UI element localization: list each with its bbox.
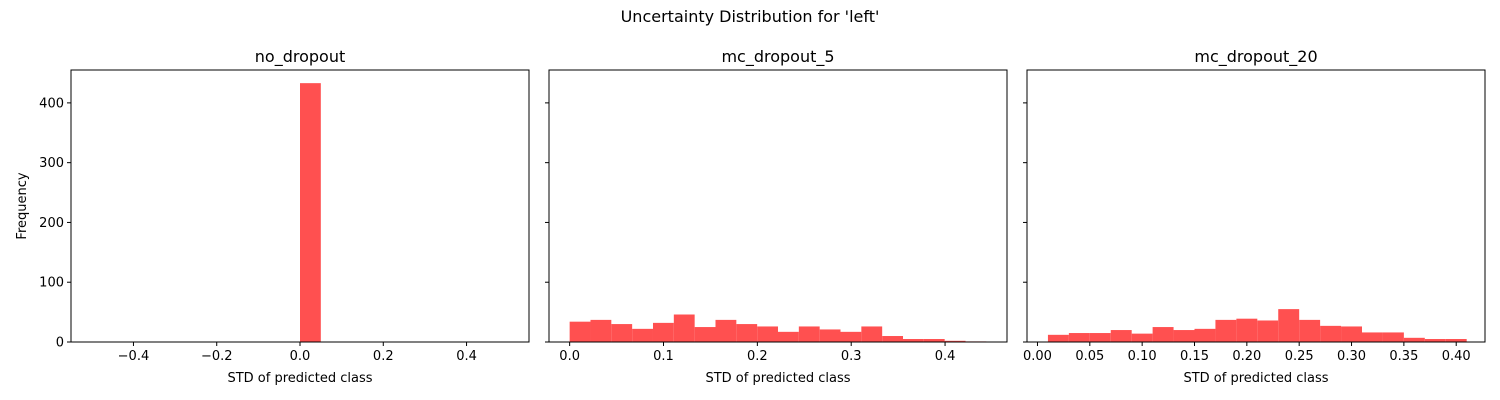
- x-tick-label: 0.0: [559, 349, 580, 364]
- histogram-bar: [903, 339, 924, 342]
- x-tick-label: 0.4: [456, 349, 477, 364]
- histogram-bar: [1424, 339, 1446, 342]
- x-tick-label: 0.35: [1389, 349, 1418, 364]
- subplots: no_dropout−0.4 −0.2 0.0 0.2 0.40100200300400…: [15, 47, 1486, 386]
- histogram-bar: [1236, 318, 1258, 342]
- x-tick-label: 0.25: [1285, 349, 1314, 364]
- x-tick-label: 0.20: [1232, 349, 1261, 364]
- histogram-bar: [1110, 330, 1132, 342]
- x-tick-label: −0.2: [201, 349, 233, 364]
- histogram-bar: [300, 83, 321, 343]
- histogram-bar: [1152, 327, 1174, 342]
- histogram-bar: [819, 329, 841, 342]
- histogram-bar: [882, 336, 904, 342]
- histogram-bar: [1445, 339, 1467, 342]
- histogram-bar: [1341, 326, 1362, 342]
- histogram-bar: [736, 324, 758, 342]
- x-tick-label: 0.15: [1180, 349, 1209, 364]
- histogram-bar: [798, 326, 820, 342]
- x-tick-label: 0.10: [1128, 349, 1157, 364]
- figure-suptitle: Uncertainty Distribution for 'left': [621, 7, 880, 26]
- x-tick-label: 0.05: [1075, 349, 1104, 364]
- x-tick-label: 0.2: [747, 349, 768, 364]
- subplot-2: mc_dropout_20 0.00 0.05 0.10 0.15 0.20 0.25 0.3…: [1023, 47, 1486, 386]
- histogram-bar: [861, 326, 883, 342]
- histogram-bar: [1257, 320, 1279, 342]
- y-axis-label: Frequency: [15, 172, 30, 239]
- x-tick-label: 0.1: [653, 349, 674, 364]
- x-axis-label: STD of predicted class: [1183, 371, 1328, 386]
- histogram-bar: [840, 331, 862, 342]
- x-tick-label: 0.3: [841, 349, 862, 364]
- axes-frame: [1026, 69, 1486, 343]
- x-tick-label: 0.00: [1023, 349, 1052, 364]
- histogram-bar: [1361, 332, 1383, 342]
- histogram-bar: [1403, 337, 1425, 342]
- histogram-bar: [694, 327, 716, 342]
- histogram-bar: [1215, 319, 1237, 342]
- histogram-bar: [632, 328, 653, 342]
- histogram-bars: [300, 83, 321, 343]
- histogram-bar: [1047, 334, 1069, 342]
- subplot-title: no_dropout: [255, 47, 345, 67]
- histogram-bar: [1089, 333, 1111, 342]
- histogram-bar: [757, 326, 778, 342]
- x-axis-label: STD of predicted class: [227, 371, 372, 386]
- histogram-bar: [652, 322, 674, 342]
- histogram-bar: [1068, 333, 1090, 342]
- histogram-bar: [944, 340, 966, 342]
- x-tick-label: 0.30: [1337, 349, 1366, 364]
- histogram-bar: [673, 314, 695, 342]
- x-tick-label: −0.4: [118, 349, 150, 364]
- histogram-bar: [715, 319, 737, 342]
- x-tick-label: 0.2: [373, 349, 394, 364]
- axes-frame: [548, 69, 1008, 343]
- histogram-bar: [1173, 330, 1195, 342]
- histogram-bar: [923, 339, 945, 342]
- histogram-bar: [590, 319, 612, 342]
- x-tick-label: 0.0: [290, 349, 311, 364]
- subplot-0: no_dropout −0.4 −0.2 0.0 0.2 0.4 0 100 200 300 400…: [15, 47, 530, 386]
- histogram-bar: [1278, 309, 1300, 342]
- y-tick-label: 400: [39, 96, 64, 111]
- subplot-title: mc_dropout_20: [1194, 47, 1317, 67]
- histogram-bar: [569, 321, 591, 342]
- histogram-bars: [1047, 309, 1467, 342]
- subplot-1: mc_dropout_5 0.0 0.1 0.2 0.3 0.4 STD of predic…: [545, 47, 1008, 386]
- histogram-bar: [1131, 333, 1153, 342]
- histogram-bar: [1382, 332, 1404, 342]
- x-axis-label: STD of predicted class: [705, 371, 850, 386]
- subplot-title: mc_dropout_5: [721, 47, 834, 67]
- histogram-bar: [1299, 319, 1321, 342]
- histogram-bar: [611, 324, 633, 342]
- x-tick-label: 0.40: [1442, 349, 1471, 364]
- histogram-bar: [1194, 328, 1216, 342]
- y-tick-label: 300: [39, 156, 64, 171]
- histogram-bar: [1320, 325, 1342, 342]
- histogram-bar: [778, 331, 799, 342]
- y-tick-label: 100: [39, 276, 64, 291]
- x-tick-label: 0.4: [935, 349, 956, 364]
- y-tick-label: 0: [56, 336, 64, 351]
- y-tick-label: 200: [39, 216, 64, 231]
